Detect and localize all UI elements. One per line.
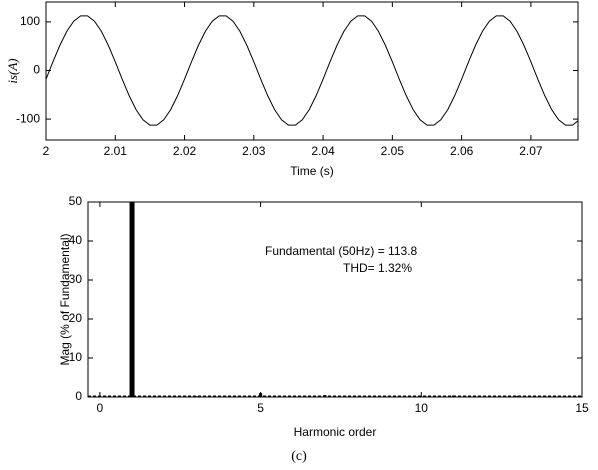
annotation: Fundamental (50Hz) = 113.8 [265, 244, 418, 258]
bar [355, 396, 359, 397]
x-tick-label: 2.02 [173, 144, 197, 158]
bar [129, 202, 135, 397]
plot-area [87, 201, 583, 398]
bar [387, 396, 391, 397]
y-tick-label: 50 [69, 194, 83, 208]
bar [291, 396, 295, 397]
x-axis-label: Harmonic order [294, 425, 377, 439]
x-tick-label: 2.04 [311, 144, 335, 158]
bar [194, 396, 198, 397]
y-tick-label: 30 [69, 272, 83, 286]
x-tick-label: 15 [575, 401, 589, 415]
y-tick-label: 20 [69, 311, 83, 325]
x-tick-label: 5 [257, 401, 264, 415]
y-axis-label: is(A) [5, 58, 20, 83]
x-tick-label: 10 [415, 401, 429, 415]
x-tick-label: 2.05 [381, 144, 405, 158]
x-tick-label: 2.06 [450, 144, 474, 158]
x-tick-label: 2.01 [104, 144, 128, 158]
y-tick-label: -100 [16, 111, 40, 125]
line [46, 15, 578, 126]
bar [162, 396, 166, 397]
x-tick-label: 2.03 [242, 144, 266, 158]
annotation: THD= 1.32% [343, 261, 412, 275]
y-axis-label: Mag (% of Fundamental) [58, 233, 72, 365]
caption: (c) [291, 449, 307, 464]
y-tick-label: 100 [20, 14, 40, 28]
bar [259, 393, 263, 397]
bar [548, 396, 552, 397]
bar [226, 396, 230, 397]
x-tick-label: 0 [97, 401, 104, 415]
x-tick-label: 2 [43, 144, 50, 158]
x-axis-label: Time (s) [290, 164, 334, 178]
bar [98, 396, 102, 397]
plot-content [46, 15, 578, 126]
y-tick-label: 0 [75, 389, 82, 403]
y-tick-label: 40 [69, 233, 83, 247]
x-tick-label: 2.07 [519, 144, 543, 158]
bar [419, 396, 423, 397]
plot-area [45, 1, 579, 141]
y-tick-label: 10 [69, 350, 83, 364]
bar [484, 396, 488, 397]
y-tick-label: 0 [33, 63, 40, 77]
plot-content [88, 202, 582, 397]
bar [516, 395, 520, 397]
bar [580, 396, 582, 397]
